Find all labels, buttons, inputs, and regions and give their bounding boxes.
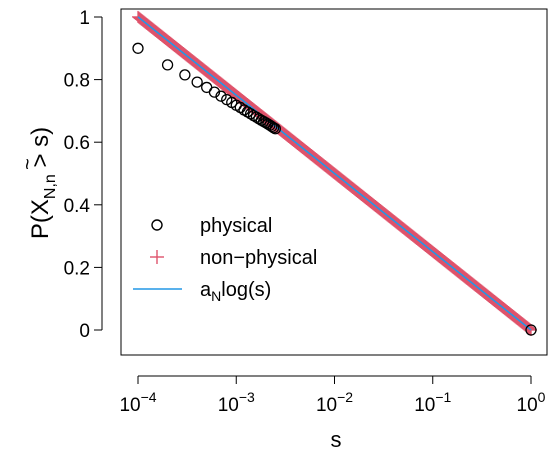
physical-point (161, 59, 174, 71)
legend-nonphysical-marker (150, 250, 164, 264)
y-label-accent: ~ (17, 158, 39, 170)
physical-point (132, 42, 144, 54)
x-tick-label: 100 (517, 389, 546, 416)
y-tick-label: 0.2 (64, 258, 90, 279)
y-label-prefix: P( (27, 215, 54, 239)
legend-fit-a: a (200, 279, 212, 301)
physical-point (244, 108, 257, 120)
x-axis: 10−4 10−3 10−2 10−1 100 (119, 375, 546, 416)
fit-line (137, 16, 532, 331)
y-axis-label: P(XN,n > s) (27, 127, 59, 239)
y-tick-label: 0.6 (64, 133, 90, 154)
legend: physical non−physical aNlog(s) (133, 215, 317, 304)
y-label-sub: N,n (42, 174, 59, 199)
x-tick-label: 10−2 (316, 389, 353, 416)
series-fit-line (137, 16, 532, 331)
physical-point (179, 69, 191, 81)
legend-fit-sub: N (211, 288, 221, 304)
plot-frame (120, 8, 548, 356)
y-tick-label: 0.8 (64, 71, 90, 92)
legend-fit-label: aNlog(s) (200, 279, 271, 304)
legend-fit-suffix: log(s) (221, 279, 271, 301)
physical-point (525, 324, 537, 336)
x-tick-label: 10−3 (218, 389, 255, 416)
physical-point (215, 90, 227, 102)
y-label-suffix: > s) (27, 127, 54, 174)
x-tick-label: 10−4 (119, 389, 156, 416)
y-tick-label: 0.4 (64, 196, 91, 217)
physical-point (191, 76, 203, 88)
physical-point (269, 123, 281, 135)
series-physical (132, 42, 537, 336)
legend-physical-marker (151, 219, 163, 231)
y-label-main: X (27, 199, 54, 215)
x-tick-label: 10−1 (414, 389, 451, 416)
y-tick-label: 0 (79, 321, 90, 342)
x-axis-label: s (331, 427, 342, 452)
legend-physical-label: physical (200, 215, 272, 237)
legend-nonphysical-label: non−physical (200, 247, 317, 269)
y-axis: 0 0.2 0.4 0.6 0.8 1 (64, 8, 103, 342)
y-tick-label: 1 (79, 8, 90, 29)
